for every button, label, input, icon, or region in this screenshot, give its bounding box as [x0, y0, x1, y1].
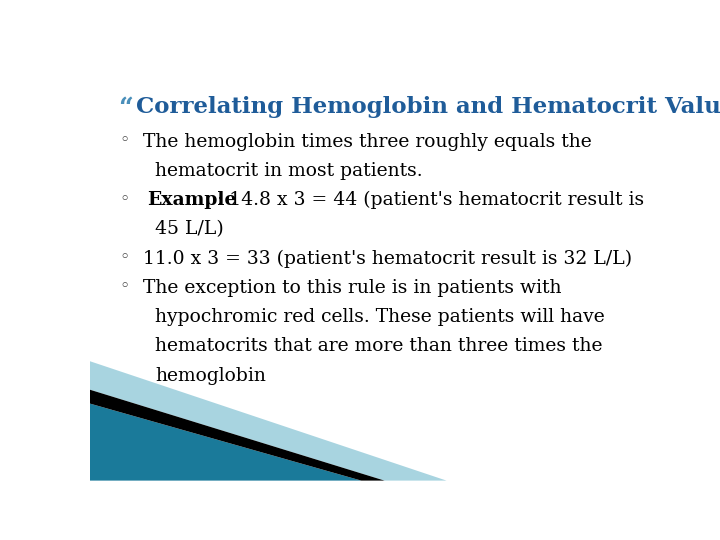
Polygon shape [90, 390, 384, 481]
Text: ◦: ◦ [120, 131, 130, 149]
Text: : 14.8 x 3 = 44 (patient's hematocrit result is: : 14.8 x 3 = 44 (patient's hematocrit re… [217, 191, 644, 210]
Text: hypochromic red cells. These patients will have: hypochromic red cells. These patients wi… [155, 308, 605, 326]
Text: “: “ [120, 96, 143, 120]
Text: ◦: ◦ [120, 248, 130, 266]
Text: Example: Example [148, 191, 237, 209]
Polygon shape [90, 361, 446, 481]
Polygon shape [90, 403, 361, 481]
Text: The exception to this rule is in patients with: The exception to this rule is in patient… [143, 279, 561, 297]
Text: ◦: ◦ [120, 278, 130, 295]
Text: hematocrits that are more than three times the: hematocrits that are more than three tim… [155, 338, 603, 355]
Text: hematocrit in most patients.: hematocrit in most patients. [155, 162, 423, 180]
Text: hemoglobin: hemoglobin [155, 367, 266, 384]
Text: 45 L/L): 45 L/L) [155, 220, 224, 238]
Text: Correlating Hemoglobin and Hematocrit Values: Correlating Hemoglobin and Hematocrit Va… [137, 96, 720, 118]
Text: The hemoglobin times three roughly equals the: The hemoglobin times three roughly equal… [143, 132, 591, 151]
Text: ◦: ◦ [120, 190, 130, 207]
Text: 11.0 x 3 = 33 (patient's hematocrit result is 32 L/L): 11.0 x 3 = 33 (patient's hematocrit resu… [143, 249, 632, 268]
